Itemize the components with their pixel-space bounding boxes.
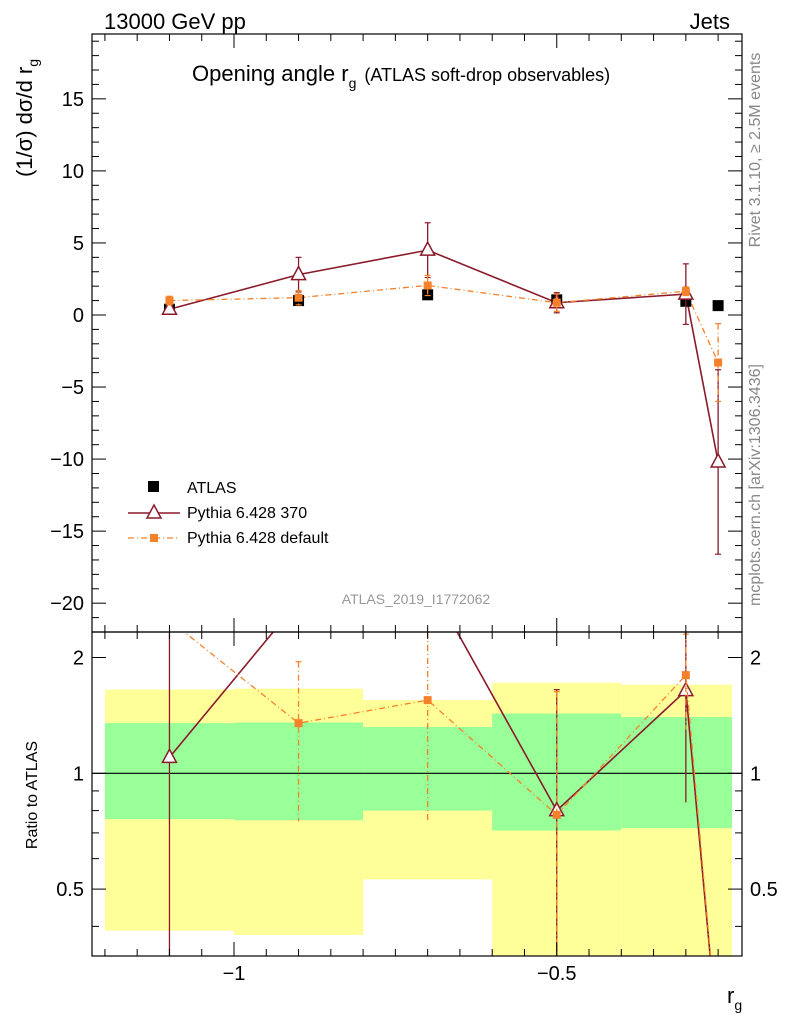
main-plot-area — [161, 222, 727, 555]
rivet-label: Rivet 3.1.10, ≥ 2.5M events — [747, 53, 764, 248]
data-point-py370 — [290, 265, 307, 281]
legend-py370-label: Pythia 6.428 370 — [187, 505, 307, 522]
series-line-1 — [169, 249, 719, 463]
data-point-pydef — [681, 287, 690, 296]
ratio-point-pydef — [423, 696, 432, 705]
data-point-py370 — [709, 452, 727, 468]
ratio-point-py370 — [161, 747, 178, 764]
ratio-frame — [91, 631, 743, 957]
x-tick-label: −0.5 — [537, 963, 576, 985]
ratio-tick-label-left: 2 — [73, 648, 84, 670]
svg-text:(1/σ) dσ/d rg: (1/σ) dσ/d rg — [12, 59, 41, 177]
axes: 15 10 5 0 −5 −10 −15 −20 −1 −0.5 0.5 0.5 1 1 2 2 — [50, 33, 778, 985]
ratio-tick-label-right: 0.5 — [750, 879, 778, 901]
data-point-py370 — [419, 240, 436, 256]
data-point-py370 — [161, 299, 178, 315]
xlabel-sub: g — [734, 997, 742, 1013]
y-tick-label: −15 — [50, 521, 84, 543]
chart-title: Opening angle rg (ATLAS soft-drop observa… — [192, 61, 610, 91]
ratio-line-1 — [168, 632, 712, 956]
chart-title-main: Opening angle r — [192, 61, 349, 86]
legend-pydef-label: Pythia 6.428 default — [187, 530, 329, 547]
data-point-pydef — [423, 281, 432, 290]
data-point-atlas — [422, 289, 434, 301]
data-point-pydef — [165, 296, 174, 305]
mcplots-label: mcplots.cern.ch [arXiv:1306.3436] — [747, 364, 764, 606]
ratio-point-pydef — [681, 671, 690, 680]
header-right: Jets — [690, 9, 730, 34]
ratio-plot-area — [92, 632, 742, 956]
legend: ATLAS Pythia 6.428 370 Pythia 6.428 defa… — [128, 480, 329, 547]
y-tick-label: 15 — [62, 89, 84, 111]
data-point-pydef — [552, 298, 561, 307]
ratio-point-pydef — [294, 719, 303, 728]
chart-title-suffix: (ATLAS soft-drop observables) — [364, 65, 610, 85]
main-ylabel-text: (1/σ) dσ/d r — [12, 67, 37, 177]
main-ylabel: (1/σ) dσ/d rg — [12, 59, 41, 177]
series-line-2 — [169, 284, 719, 363]
chart-title-sub: g — [349, 75, 357, 91]
ratio-ylabel: Ratio to ATLAS — [24, 741, 41, 849]
watermark: ATLAS_2019_I1772062 — [342, 591, 491, 607]
data-point-pydef — [294, 293, 303, 302]
legend-atlas-label: ATLAS — [187, 480, 237, 497]
ratio-bands — [104, 682, 732, 956]
data-point-atlas — [712, 300, 724, 312]
y-tick-label: 5 — [73, 233, 84, 255]
ratio-tick-label-left: 1 — [73, 763, 84, 785]
band-inner — [621, 717, 732, 829]
legend-pydef-marker — [150, 534, 158, 542]
main-ylabel-sub: g — [25, 59, 41, 67]
xlabel: rg — [727, 983, 742, 1013]
y-tick-label: −10 — [50, 449, 84, 471]
ratio-tick-label-right: 2 — [750, 648, 761, 670]
data-point-pydef — [714, 358, 723, 367]
ratio-point-pydef — [552, 810, 561, 819]
legend-py370-marker — [145, 503, 163, 519]
y-tick-label: −20 — [50, 593, 84, 615]
y-tick-label: 0 — [73, 305, 84, 327]
ratio-line-2 — [183, 632, 712, 956]
header-left: 13000 GeV pp — [104, 9, 246, 34]
xlabel-text: r — [727, 983, 734, 1008]
x-tick-label: −1 — [223, 963, 246, 985]
y-tick-label: 10 — [62, 161, 84, 183]
y-tick-label: −5 — [61, 377, 84, 399]
ratio-tick-label-right: 1 — [750, 763, 761, 785]
ratio-tick-label-left: 0.5 — [56, 879, 84, 901]
legend-atlas-marker — [148, 481, 159, 492]
